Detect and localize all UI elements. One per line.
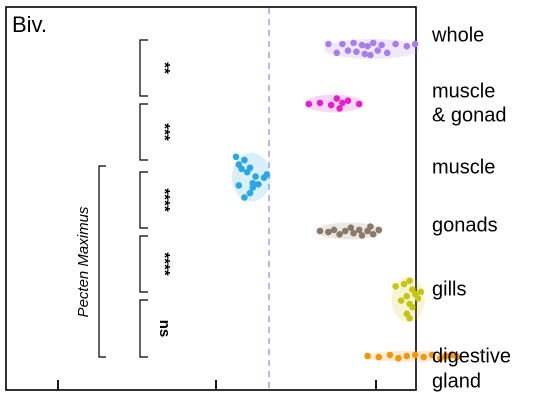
category-label: gland	[432, 370, 481, 392]
data-point	[316, 99, 324, 107]
data-point	[403, 352, 411, 360]
category-label: muscle	[432, 80, 495, 102]
significance-bracket	[139, 299, 148, 358]
significance-label: ***	[156, 123, 173, 141]
data-point	[336, 105, 343, 112]
data-point	[344, 97, 352, 104]
data-point	[232, 153, 240, 161]
plot-frame	[5, 6, 417, 391]
data-point	[249, 184, 257, 191]
data-point	[364, 352, 371, 360]
significance-bracket	[139, 235, 148, 293]
x-ticks	[57, 380, 377, 390]
data-point	[448, 351, 455, 359]
data-point	[305, 100, 313, 108]
category-label: gills	[432, 278, 466, 300]
category-label: muscle	[432, 156, 495, 178]
significance-label: ns	[156, 320, 173, 338]
data-point	[325, 40, 332, 48]
species-bracket-line	[98, 165, 106, 358]
significance-bracket	[139, 39, 148, 97]
category-label: digestive	[432, 345, 511, 367]
data-point	[375, 226, 383, 234]
data-point	[358, 41, 366, 49]
data-point	[246, 164, 254, 172]
data-point	[361, 50, 369, 58]
panel-label: Biv.	[12, 12, 47, 37]
data-point	[403, 292, 411, 300]
category-label: whole	[431, 24, 484, 46]
significance-label: ****	[156, 252, 173, 276]
data-point	[367, 51, 374, 59]
data-point	[235, 182, 243, 189]
violin-shape	[316, 222, 383, 240]
data-point	[333, 95, 341, 102]
data-point	[238, 165, 245, 173]
category-label: & gonad	[432, 104, 507, 126]
data-point	[417, 288, 425, 296]
data-point	[378, 41, 385, 49]
data-point	[252, 173, 259, 180]
data-point	[353, 48, 360, 55]
data-point	[341, 227, 349, 235]
violin-shape	[391, 276, 425, 323]
data-point	[369, 231, 377, 238]
data-point	[316, 227, 324, 235]
data-point	[358, 232, 366, 239]
data-point	[409, 303, 416, 311]
data-point	[339, 40, 346, 48]
data-point	[364, 42, 371, 50]
data-point	[355, 226, 363, 234]
data-point	[403, 42, 411, 50]
data-point	[327, 101, 335, 109]
data-point	[411, 351, 419, 359]
data-point	[392, 283, 399, 290]
data-point	[374, 47, 381, 54]
data-point	[347, 224, 355, 231]
data-point	[241, 156, 248, 164]
data-point	[400, 280, 408, 288]
data-point	[241, 194, 248, 201]
significance-brackets: *************ns	[139, 39, 173, 358]
data-point	[350, 229, 357, 237]
data-point	[397, 297, 405, 304]
data-point	[406, 277, 413, 285]
data-points	[232, 38, 462, 363]
data-point	[355, 100, 363, 108]
data-point	[325, 228, 332, 236]
significance-label: ****	[156, 188, 173, 212]
data-point	[442, 352, 450, 360]
data-point	[339, 99, 346, 107]
data-point	[392, 40, 399, 48]
data-point	[375, 353, 383, 361]
data-point	[383, 49, 391, 57]
category-label: gonads	[432, 214, 498, 236]
significance-label: **	[156, 62, 173, 74]
data-point	[344, 47, 352, 54]
species-label: Pecten Maximus	[75, 206, 92, 317]
data-point	[414, 295, 422, 302]
data-point	[330, 226, 338, 234]
significance-bracket	[139, 103, 148, 161]
data-point	[255, 181, 262, 188]
data-point	[350, 39, 357, 47]
data-point	[395, 354, 402, 362]
significance-bracket	[139, 171, 148, 229]
data-point	[420, 353, 427, 361]
data-point	[386, 351, 394, 359]
data-point	[437, 354, 444, 362]
data-point	[428, 351, 436, 359]
data-point	[246, 189, 254, 197]
data-point	[263, 171, 271, 178]
data-point	[367, 223, 374, 230]
data-point	[336, 231, 343, 238]
data-point	[411, 40, 419, 48]
data-point	[369, 39, 377, 47]
data-point	[333, 49, 341, 57]
data-point	[453, 353, 461, 361]
species-bracket: Pecten Maximus	[75, 165, 106, 358]
data-point	[406, 314, 413, 322]
